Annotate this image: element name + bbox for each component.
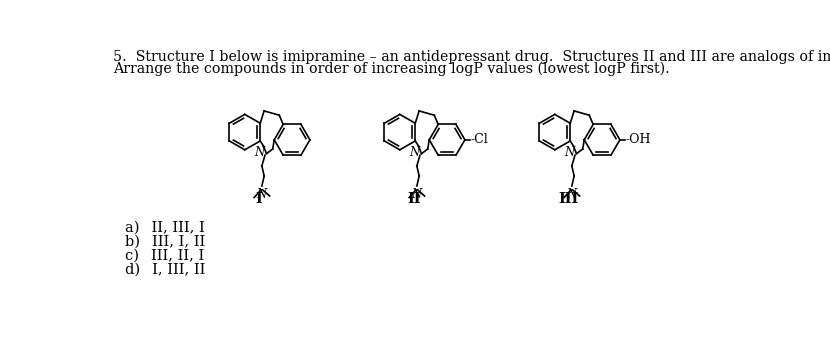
Text: I: I (256, 192, 262, 206)
Text: N: N (567, 188, 577, 201)
Text: a)  II, III, I: a) II, III, I (125, 220, 205, 234)
Text: N: N (410, 146, 420, 159)
Text: c)  III, II, I: c) III, II, I (125, 248, 205, 262)
Text: N: N (256, 188, 267, 201)
Text: N: N (412, 188, 422, 201)
Text: II: II (407, 192, 421, 206)
Text: Arrange the compounds in order of increasing logP values (lowest logP first).: Arrange the compounds in order of increa… (113, 61, 670, 76)
Text: III: III (559, 192, 579, 206)
Text: -OH: -OH (625, 133, 651, 146)
Text: N: N (564, 146, 575, 159)
Text: 5.  Structure I below is imipramine – an antidepressant drug.  Structures II and: 5. Structure I below is imipramine – an … (113, 50, 830, 64)
Text: b)  III, I, II: b) III, I, II (125, 234, 206, 248)
Text: -Cl: -Cl (471, 133, 488, 146)
Text: d)  I, III, II: d) I, III, II (125, 262, 206, 276)
Text: N: N (255, 146, 265, 159)
